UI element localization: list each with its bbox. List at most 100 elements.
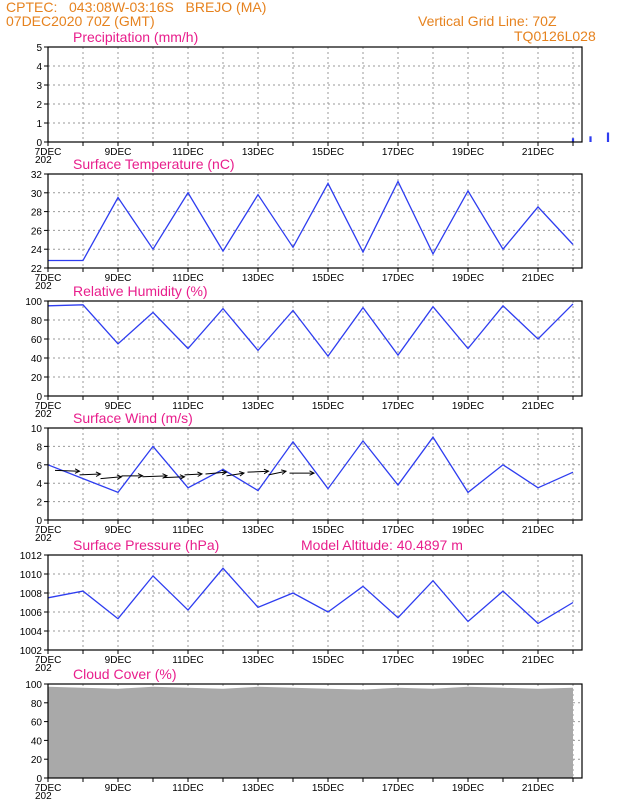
x-tick-label: 11DEC [172, 401, 204, 412]
wind-vector [247, 470, 269, 473]
x-tick-label: 17DEC [382, 273, 414, 284]
y-tick-label: 1006 [20, 608, 43, 619]
wind-vector-head [116, 474, 123, 480]
x-tick-label: 15DEC [312, 655, 344, 666]
x-tick-label: 17DEC [382, 147, 414, 158]
y-tick-label: 6 [36, 461, 42, 472]
series-line-wind [47, 436, 574, 494]
x-tick-label: 21DEC [522, 147, 554, 158]
wind-vector [205, 471, 227, 475]
x-tick-label: 9DEC [105, 401, 132, 412]
wind-vector [79, 473, 101, 476]
y-tick-label: 0 [36, 392, 42, 403]
wind-vector-head [197, 471, 204, 477]
x-tick-label: 17DEC [382, 401, 414, 412]
x-tick-label: 11DEC [172, 273, 204, 284]
x-tick-label: 15DEC [312, 273, 344, 284]
plot-frame [47, 683, 583, 779]
x-tick-label: 15DEC [312, 783, 344, 794]
date-label: 07DEC2020 70Z (GMT) [6, 13, 155, 29]
wind-vector-head [239, 471, 246, 477]
x-tick-label: 7DEC [35, 525, 62, 536]
panel-title: Surface Temperature (nC) [73, 156, 235, 172]
panel-rh: 0 20 40 60 80 100 7DEC 9DEC 11DEC 13DEC 15DEC 17DEC… [25, 283, 583, 420]
panel-cloud: 0 20 40 60 80 100 7DEC 9DEC 11DEC 13DEC 15DEC 17DEC… [25, 666, 583, 800]
panel-temp: 22 24 26 28 30 32 7DEC 9DEC 11DEC 13DEC 15DEC 17DEC… [31, 156, 583, 292]
y-tick-label: 24 [31, 245, 43, 256]
y-tick-label: 30 [31, 189, 43, 200]
y-tick-label: 1012 [20, 551, 43, 562]
y-tick-label: 32 [31, 170, 43, 181]
panel-subtitle: Model Altitude: 40.4897 m [301, 537, 463, 553]
y-tick-label: 26 [31, 226, 43, 237]
x-tick-label: 21DEC [522, 655, 554, 666]
y-tick-label: 2 [36, 498, 42, 509]
y-tick-label: 0 [36, 516, 42, 527]
y-tick-label: 0 [36, 774, 42, 785]
x-tick-year-stub: 202 [35, 791, 52, 800]
x-tick-year-stub: 202 [35, 409, 52, 420]
x-tick-label: 7DEC [35, 273, 62, 284]
panel-precip: 0 1 2 3 4 5 7DEC 9DEC 11DEC 13DEC 15DEC 17DEC 19DEC 2… [35, 29, 610, 166]
panel-title: Relative Humidity (%) [73, 283, 208, 299]
y-tick-label: 1010 [20, 570, 43, 581]
x-tick-label: 11DEC [172, 525, 204, 536]
x-tick-label: 7DEC [35, 147, 62, 158]
x-tick-label: 11DEC [172, 783, 204, 794]
x-tick-label: 13DEC [242, 525, 274, 536]
x-tick-label: 19DEC [452, 525, 484, 536]
x-tick-label: 13DEC [242, 783, 274, 794]
x-tick-label: 11DEC [172, 655, 204, 666]
wind-vector-head [137, 473, 144, 479]
x-tick-label: 13DEC [242, 655, 274, 666]
series-line-pressure [47, 567, 574, 625]
panel-title: Surface Wind (m/s) [73, 410, 193, 426]
y-tick-label: 60 [31, 335, 43, 346]
y-tick-label: 20 [31, 373, 43, 384]
y-tick-label: 20 [31, 755, 43, 766]
plot-area [48, 47, 582, 142]
series-line-temp [48, 180, 574, 262]
x-tick-label: 19DEC [452, 655, 484, 666]
y-tick-label: 0 [36, 138, 42, 149]
plot-frame [47, 300, 583, 397]
wind-vector [142, 475, 168, 478]
panel-pressure: 1002 1004 1006 1008 1010 1012 7DEC 9DEC 11DEC 13D… [20, 537, 583, 674]
x-tick-label: 13DEC [242, 401, 274, 412]
precip-bar [589, 136, 592, 142]
location-label: CPTEC: 043:08W-03:16S BREJO (MA) [6, 0, 267, 15]
wind-vector-head [309, 470, 316, 476]
x-tick-label: 9DEC [105, 655, 132, 666]
plot-area [48, 301, 582, 396]
y-tick-label: 10 [31, 424, 43, 435]
x-tick-label: 7DEC [35, 401, 62, 412]
plot-frame [47, 46, 583, 143]
panel-title: Surface Pressure (hPa) [73, 537, 219, 553]
x-tick-label: 13DEC [242, 147, 274, 158]
x-tick-label: 21DEC [522, 273, 554, 284]
y-tick-label: 22 [31, 264, 43, 275]
y-tick-label: 4 [36, 479, 42, 490]
y-tick-label: 1 [36, 119, 42, 130]
plot-frame [47, 173, 583, 269]
y-tick-label: 1008 [20, 589, 43, 600]
wind-vector-head [179, 474, 186, 480]
panel-wind: 0 2 4 6 8 10 7DEC 9DEC 11DEC 13DEC 15DEC 17DEC 19DEC… [31, 410, 583, 544]
wind-vector [54, 469, 80, 472]
y-tick-label: 1002 [20, 646, 43, 657]
y-tick-label: 100 [25, 680, 42, 691]
x-tick-label: 21DEC [522, 525, 554, 536]
x-tick-label: 19DEC [452, 147, 484, 158]
plot-area [48, 174, 582, 268]
x-tick-label: 13DEC [242, 273, 274, 284]
y-tick-label: 40 [31, 354, 43, 365]
x-tick-label: 9DEC [105, 147, 132, 158]
x-tick-label: 19DEC [452, 401, 484, 412]
x-tick-label: 15DEC [312, 401, 344, 412]
grid-line-label: Vertical Grid Line: 70Z [418, 13, 557, 29]
plot-frame [47, 554, 583, 651]
plot-area [48, 428, 582, 520]
y-tick-label: 3 [36, 81, 42, 92]
